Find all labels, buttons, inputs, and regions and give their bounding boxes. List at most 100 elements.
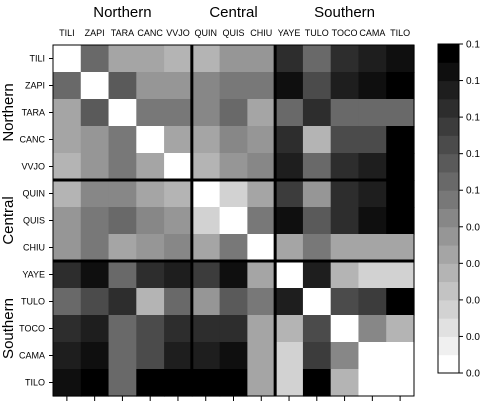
heatmap-cell [80,126,110,154]
heatmap-cell [108,126,137,154]
heatmap-cell [80,45,110,73]
colorbar-tick-label: 0.08 [466,222,480,233]
heatmap-cell [136,234,165,262]
axis-ticks [49,58,401,401]
heatmap-cell [358,126,387,154]
heatmap-cell [330,45,360,73]
heatmap-cell [247,261,276,289]
heatmap-cell [219,342,248,370]
heatmap-cell [164,315,193,343]
heatmap-cell [136,45,165,73]
heatmap-cell [386,288,415,316]
heatmap-cell [53,126,82,154]
heatmap-cell [358,288,387,316]
row-label: TARA [22,108,45,118]
heatmap-cell [191,369,221,397]
heatmap-cell [136,261,165,289]
heatmap-cell [136,315,165,343]
heatmap-cell [386,261,415,289]
heatmap-cell [136,180,165,208]
heatmap-cell [80,207,110,235]
heatmap-cell [219,45,248,73]
heatmap-cell [53,153,82,181]
column-label: TILO [390,28,410,38]
heatmap-cell [164,342,193,370]
column-labels: TILI ZAPI TARA CANC VVJO QUIN QUIS CHIU YAYE TULO… [59,28,410,38]
colorbar-swatch [438,117,459,136]
heatmap-cell [247,369,276,397]
heatmap-cell [330,234,360,262]
heatmap-cell [247,315,276,343]
heatmap-cell [247,153,276,181]
heatmap-cell [219,261,248,289]
colorbar-swatch [438,44,459,63]
heatmap-cell [80,315,110,343]
heatmap-cell [53,72,82,100]
heatmap-cell [108,261,137,289]
heatmap-cell [275,45,304,73]
heatmap-cell [386,126,415,154]
heatmap-cell [191,126,221,154]
heatmap-cell [275,342,304,370]
heatmap-cell [330,126,360,154]
heatmap-cell [219,153,248,181]
heatmap-cell [275,99,304,127]
colorbar-swatch [438,153,459,173]
heatmap-cell [191,153,221,181]
heatmap-cell [80,72,110,100]
row-label: CHIU [23,243,45,253]
heatmap-cell [80,153,110,181]
heatmap-cell [358,369,387,397]
colorbar-swatch [438,245,459,264]
heatmap-cell [358,180,387,208]
colorbar-swatch [438,80,459,100]
heatmap-cell [358,72,387,100]
heatmap-cell [386,180,415,208]
heatmap-cell [275,207,304,235]
heatmap-cell [330,99,360,127]
heatmap-cell [302,342,332,370]
heatmap-cell [302,261,332,289]
row-label: QUIN [23,189,46,199]
heatmap-cell [219,99,248,127]
group-label-top: Northern [93,4,151,21]
heatmap-cell [80,342,110,370]
column-label: CHIU [250,28,272,38]
heatmap-cell [108,369,137,397]
heatmap-cell [108,45,137,73]
column-label: CANC [137,28,163,38]
colorbar-tick-label: 0.10 [466,186,480,197]
heatmap-cell [164,72,193,100]
heatmap-cell [247,180,276,208]
heatmap-cell [136,153,165,181]
heatmap-cell [302,99,332,127]
group-label-left: Southern [0,298,17,359]
colorbar-swatch [438,299,459,319]
heatmap-cell [358,207,387,235]
heatmap-cell [108,315,137,343]
heatmap-cell [302,153,332,181]
heatmap-cell [136,369,165,397]
heatmap-cell [275,126,304,154]
row-label: YAYE [22,270,45,280]
heatmap-cell [191,315,221,343]
heatmap-cell [302,126,332,154]
colorbar-swatch [438,135,459,155]
heatmap-cell [247,342,276,370]
heatmap-cell [358,261,387,289]
colorbar: 0.00 0.02 0.04 0.06 0.08 0.10 0.12 0.14 0.16 0.18 [437,40,480,380]
heatmap-cell [108,99,137,127]
heatmap-cell [191,288,221,316]
heatmap-cell [191,99,221,127]
heatmap-cell [136,99,165,127]
heatmap-cell [53,369,82,397]
colorbar-swatch [438,336,459,356]
heatmap-cell [80,99,110,127]
heatmap-cell [386,45,415,73]
heatmap-cell [330,180,360,208]
heatmap-cell [219,207,248,235]
heatmap-cell [164,234,193,262]
row-label: TULO [21,297,45,307]
heatmap-cell [247,45,276,73]
colorbar-tick-label: 0.04 [466,295,480,306]
